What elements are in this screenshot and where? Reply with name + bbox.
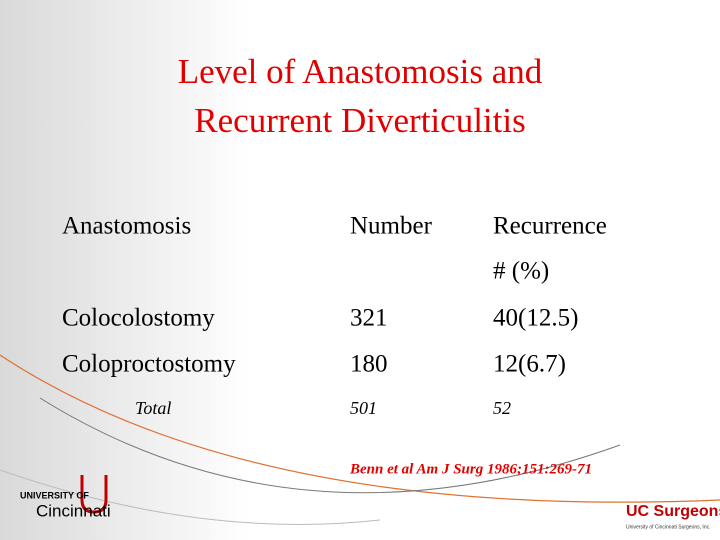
logo-left: UNIVERSITY OF Cincinnati [20,475,111,520]
table-cell: 12(6.7) [493,351,566,378]
total-cell: Total [135,398,171,418]
logo-right: UC Surgeons University of Cincinnati Sur… [626,503,720,530]
decor-curve [0,354,720,503]
title-line: Level of Anastomosis and [178,52,543,91]
citation: Benn et al Am J Surg 1986;151:269-71 [349,461,592,477]
title-line: Recurrent Diverticulitis [194,101,525,140]
table-header: # (%) [493,258,549,285]
table-header: Recurrence [493,213,607,240]
logo-text: UNIVERSITY OF [20,490,89,500]
table-cell: Colocolostomy [62,305,215,332]
table-cell: 40(12.5) [493,305,578,332]
table-header: Number [350,213,433,240]
logo-text: University of Cincinnati Surgeons, Inc. [626,524,710,530]
decor-curve [0,469,381,525]
logo-text: Cincinnati [36,501,111,520]
table-cell: 321 [350,305,388,332]
table-header: Anastomosis [62,213,191,240]
table-cell: 180 [350,351,388,378]
total-cell: 501 [350,398,377,418]
logo-text: UC Surgeons [626,503,720,520]
logo-mark [80,475,108,514]
total-cell: 52 [493,398,511,418]
decor-curve [39,397,621,494]
table-cell: Coloproctostomy [62,351,236,378]
